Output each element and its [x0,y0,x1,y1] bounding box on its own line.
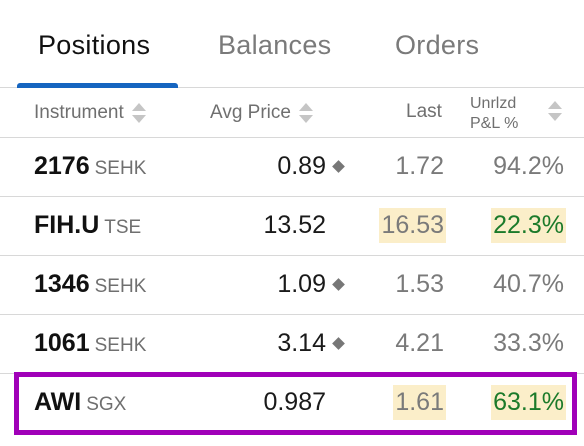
avg-price-value: 0.89 [277,152,326,180]
instrument-exchange: SEHK [94,276,147,297]
column-header-instrument-label: Instrument [34,102,124,123]
last-price-value: 4.21 [395,329,444,357]
table-row[interactable]: FIH.U TSE 13.52 16.53 22.3% [0,197,584,256]
tab-balances[interactable]: Balances [218,30,332,60]
last-price-value: 1.61 [393,385,446,420]
instrument-cell: 2176 SEHK [34,152,146,181]
sort-icon[interactable] [131,101,146,125]
instrument-exchange: TSE [104,217,142,238]
active-tab-indicator [17,83,178,88]
column-header-avg-price-label: Avg Price [210,102,291,123]
instrument-cell: AWI SGX [34,388,126,417]
column-header-last[interactable]: Last [406,101,442,123]
instrument-cell: 1061 SEHK [34,329,146,358]
avg-price-value: 3.14 [277,329,326,357]
instrument-exchange: SEHK [94,335,147,356]
pnl-percent-value: 40.7% [493,270,564,298]
instrument-symbol: 2176 [34,152,90,180]
instrument-cell: 1346 SEHK [34,270,146,299]
table-header: Instrument Avg Price Last Unrlzd P&L % [0,88,584,138]
table-row[interactable]: 1061 SEHK 3.14 4.21 33.3% [0,315,584,374]
pnl-percent-value: 63.1% [491,385,566,420]
diamond-icon [332,160,345,173]
column-header-instrument[interactable]: Instrument [34,101,146,125]
pnl-percent-value: 33.3% [493,329,564,357]
instrument-symbol: FIH.U [34,211,100,239]
column-header-pnl-line1: Unrlzd [470,95,517,112]
avg-price-value: 1.09 [277,270,326,298]
last-price-value: 1.53 [395,270,444,298]
tab-orders[interactable]: Orders [395,30,480,60]
last-price-value: 16.53 [379,208,446,243]
diamond-icon [332,337,345,350]
instrument-symbol: 1061 [34,329,90,357]
tab-positions[interactable]: Positions [38,30,151,60]
column-header-pnl[interactable]: Unrlzd P&L % [470,94,518,134]
last-price-value: 1.72 [395,152,444,180]
column-header-avg-price[interactable]: Avg Price [210,101,313,125]
column-header-last-label: Last [406,101,442,122]
sort-icon[interactable] [298,101,313,125]
instrument-exchange: SGX [86,394,127,415]
instrument-symbol: 1346 [34,270,90,298]
column-header-pnl-line2: P&L % [470,115,519,132]
instrument-cell: FIH.U TSE [34,211,141,240]
selected-row-outline [14,372,577,435]
pnl-percent-value: 22.3% [491,208,566,243]
table-row[interactable]: 1346 SEHK 1.09 1.53 40.7% [0,256,584,315]
avg-price-value: 0.987 [263,388,326,416]
instrument-symbol: AWI [34,388,82,416]
avg-price-value: 13.52 [263,211,326,239]
sort-icon[interactable] [548,99,562,123]
pnl-percent-value: 94.2% [493,152,564,180]
table-row[interactable]: AWI SGX 0.987 1.61 63.1% [0,374,584,433]
table-row[interactable]: 2176 SEHK 0.89 1.72 94.2% [0,138,584,197]
tab-bar: Positions Balances Orders [0,0,584,88]
diamond-icon [332,278,345,291]
instrument-exchange: SEHK [94,158,147,179]
